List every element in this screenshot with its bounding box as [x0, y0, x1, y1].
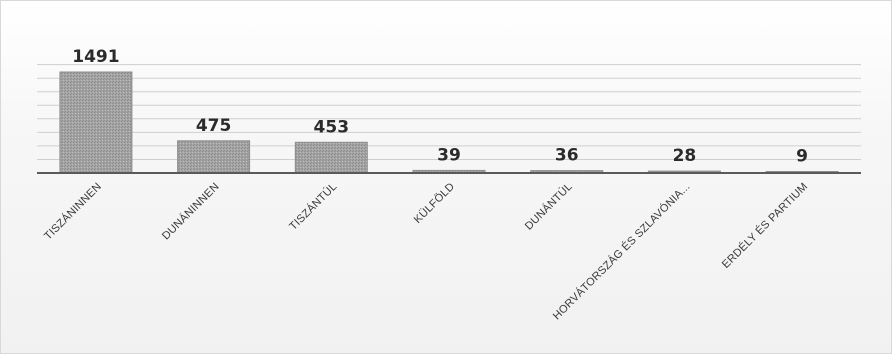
data-label-7: 9	[796, 147, 808, 167]
bar-2	[177, 140, 251, 174]
data-label-6: 28	[673, 146, 697, 166]
data-label-5: 36	[555, 146, 579, 166]
gridlines	[37, 64, 861, 160]
category-label-3: TISZÁNTÚL	[287, 180, 340, 233]
bar-1	[59, 71, 133, 174]
data-labels: 1491 475 453 39 36 28 9	[72, 47, 808, 167]
category-labels: TISZÁNINNEN DUNÁNINNEN TISZÁNTÚL KÜLFÖLD DUN…	[41, 180, 810, 322]
category-label-5: DUNÁNTÚL	[522, 180, 575, 233]
category-label-4: KÜLFÖLD	[412, 181, 457, 226]
data-label-4: 39	[437, 145, 461, 165]
category-label-6: HORVÁTORSZÁG ÉS SZLAVÓNIA...	[550, 180, 692, 322]
data-label-3: 453	[314, 117, 350, 137]
category-label-1: TISZÁNINNEN	[41, 180, 104, 243]
data-label-1: 1491	[72, 47, 119, 67]
category-label-2: DUNÁNINNEN	[159, 180, 221, 242]
category-label-7: ERDÉLY ÉS PARTIUM	[719, 180, 810, 271]
bar-3	[294, 141, 368, 174]
data-label-2: 475	[196, 116, 232, 136]
